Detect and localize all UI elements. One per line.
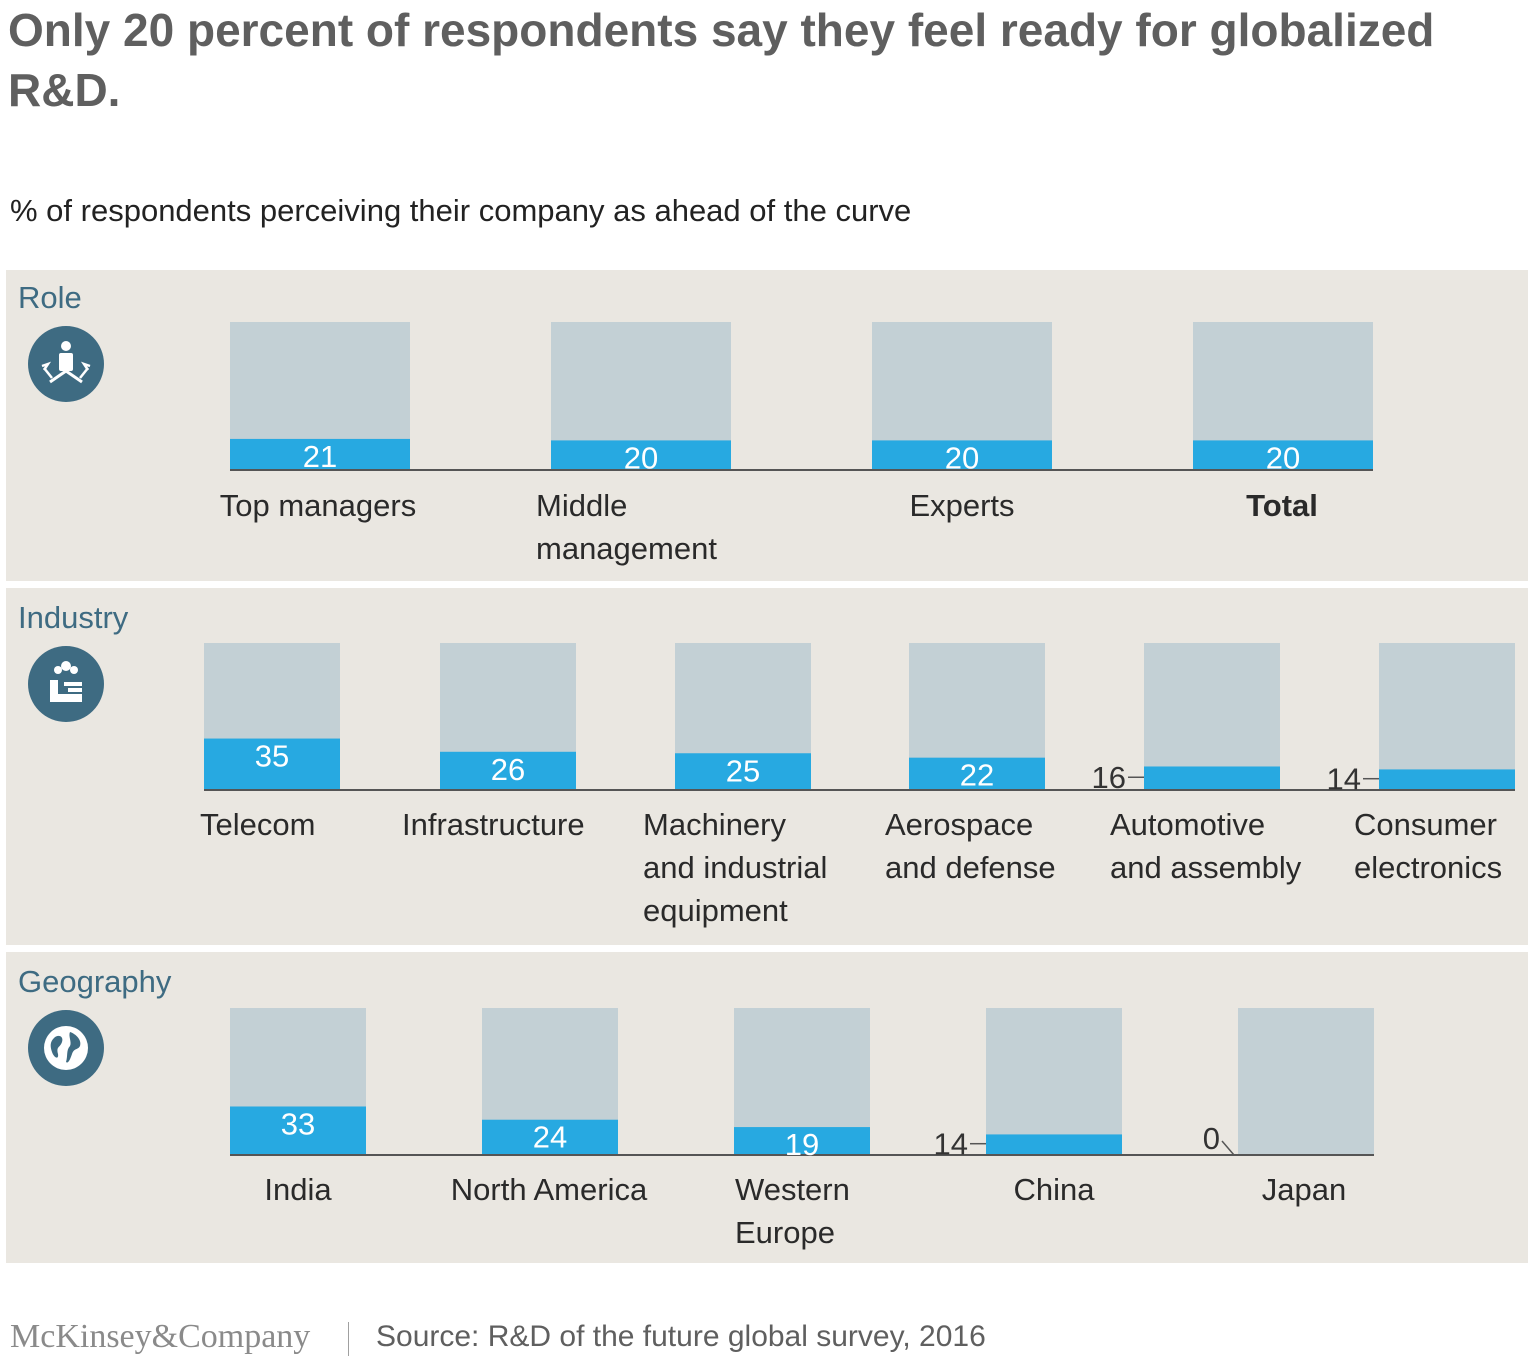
- industry-panel: Industry 35 Telecom 26 Infrastructure 25 Mach…: [6, 588, 1528, 945]
- industry-panel-label: Industry: [18, 600, 129, 635]
- bar-track-consumer-electronics: [1379, 643, 1515, 790]
- bar-machinery-and-industrial-equipment: [675, 753, 811, 790]
- bar-top-managers: [230, 438, 410, 470]
- category-label-consumer-electronics: electronics: [1354, 850, 1502, 885]
- bar-consumer-electronics: [1379, 769, 1515, 790]
- category-label-experts: Experts: [909, 488, 1014, 523]
- value-label-total: 20: [1266, 440, 1300, 475]
- company-logo: McKinsey&Company: [10, 1318, 311, 1355]
- leader-line-japan: [1221, 1140, 1235, 1156]
- value-label-automotive-and-assembly: 16: [1092, 760, 1126, 795]
- role-bar-chart: 21 Top managers 20 Middle management 20 Expert…: [220, 322, 1373, 566]
- value-label-middle-management: 20: [624, 440, 658, 475]
- category-label-machinery-and-industrial-equipment: and industrial: [643, 850, 827, 885]
- bar-north-america: [482, 1119, 618, 1155]
- category-label-machinery-and-industrial-equipment: equipment: [643, 893, 788, 928]
- value-label-india: 33: [281, 1106, 315, 1141]
- geography-panel: Geography 33 India 24 North America 19 Wester…: [6, 952, 1528, 1263]
- bar-experts: [872, 440, 1052, 470]
- footer-divider: [348, 1322, 349, 1356]
- factory-icon: [28, 646, 104, 722]
- industry-bar-chart: 35 Telecom 26 Infrastructure 25 Machinery and …: [200, 643, 1515, 928]
- value-label-aerospace-and-defense: 22: [960, 758, 994, 793]
- value-label-china: 14: [934, 1127, 968, 1162]
- geography-bar-chart: 33 India 24 North America 19 Western Europe 14 C…: [230, 1008, 1374, 1250]
- bar-middle-management: [551, 440, 731, 470]
- bar-track-china: [986, 1008, 1122, 1155]
- bar-telecom: [204, 738, 340, 790]
- category-label-china: China: [1014, 1172, 1096, 1207]
- geography-panel-label: Geography: [18, 964, 172, 999]
- value-label-japan: 0: [1203, 1121, 1220, 1156]
- value-label-western-europe: 19: [785, 1127, 819, 1162]
- category-label-western-europe: Europe: [735, 1215, 835, 1250]
- value-label-north-america: 24: [533, 1120, 567, 1155]
- category-label-top-managers: Top managers: [220, 488, 416, 523]
- category-label-total: Total: [1246, 488, 1318, 523]
- category-label-middle-management: Middle: [536, 488, 627, 523]
- bar-aerospace-and-defense: [909, 757, 1045, 790]
- bar-western-europe: [734, 1127, 870, 1155]
- category-label-automotive-and-assembly: Automotive: [1110, 807, 1265, 842]
- value-label-infrastructure: 26: [491, 752, 525, 787]
- category-label-india: India: [264, 1172, 332, 1207]
- value-label-telecom: 35: [255, 739, 289, 774]
- value-label-machinery-and-industrial-equipment: 25: [726, 753, 760, 788]
- bar-infrastructure: [440, 751, 576, 790]
- value-label-top-managers: 21: [303, 439, 337, 474]
- bar-automotive-and-assembly: [1144, 766, 1280, 790]
- bar-track-automotive-and-assembly: [1144, 643, 1280, 790]
- category-label-telecom: Telecom: [200, 807, 315, 842]
- category-label-western-europe: Western: [735, 1172, 850, 1207]
- value-label-consumer-electronics: 14: [1327, 762, 1361, 797]
- category-label-japan: Japan: [1262, 1172, 1346, 1207]
- person-arrows-icon: [28, 326, 104, 402]
- role-panel: Role 21 Top managers 20 Middle management 20 E…: [6, 270, 1528, 581]
- source-note: Source: R&D of the future global survey,…: [376, 1320, 986, 1353]
- category-label-north-america: North America: [451, 1172, 648, 1207]
- category-label-automotive-and-assembly: and assembly: [1110, 850, 1302, 885]
- bar-track-japan: [1238, 1008, 1374, 1155]
- category-label-middle-management: management: [536, 531, 717, 566]
- category-label-consumer-electronics: Consumer: [1354, 807, 1497, 842]
- globe-icon: [28, 1010, 104, 1086]
- role-panel-label: Role: [18, 280, 82, 315]
- category-label-aerospace-and-defense: and defense: [885, 850, 1056, 885]
- chart-title: Only 20 percent of respondents say they …: [8, 4, 1435, 116]
- chart-subtitle: % of respondents perceiving their compan…: [10, 193, 912, 228]
- category-label-aerospace-and-defense: Aerospace: [885, 807, 1033, 842]
- bar-india: [230, 1106, 366, 1155]
- bar-total: [1193, 440, 1373, 470]
- category-label-infrastructure: Infrastructure: [402, 807, 585, 842]
- category-label-machinery-and-industrial-equipment: Machinery: [643, 807, 786, 842]
- bar-china: [986, 1134, 1122, 1155]
- value-label-experts: 20: [945, 440, 979, 475]
